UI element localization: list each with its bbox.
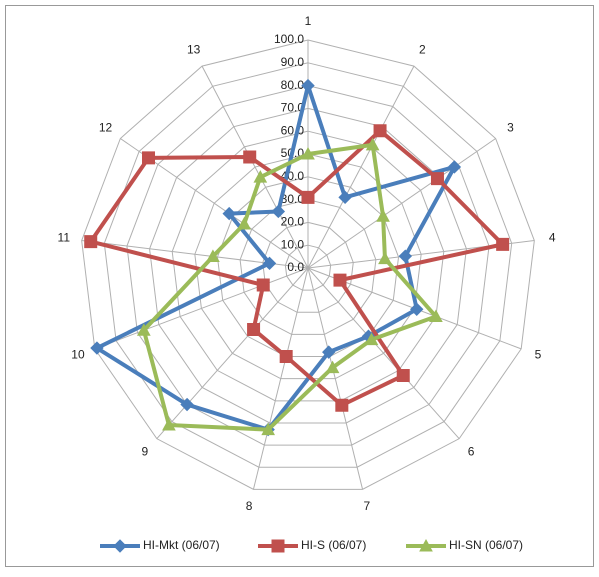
marker xyxy=(496,237,510,251)
spoke xyxy=(156,267,309,439)
marker xyxy=(410,302,424,316)
grid-ring xyxy=(284,244,332,291)
marker xyxy=(137,323,151,336)
marker xyxy=(322,345,336,359)
r-tick-label: 60.0 xyxy=(281,123,305,137)
spoke xyxy=(307,267,364,490)
grid-ring xyxy=(171,130,445,402)
category-label: 9 xyxy=(142,444,149,458)
category-label: 11 xyxy=(58,231,71,245)
marker xyxy=(243,150,257,164)
marker xyxy=(301,146,315,160)
marker xyxy=(364,332,379,346)
marker xyxy=(430,172,444,186)
spoke xyxy=(307,65,415,269)
marker xyxy=(301,190,315,204)
spoke xyxy=(94,267,309,350)
category-label: 6 xyxy=(468,444,475,458)
marker xyxy=(378,251,392,265)
series-line xyxy=(94,83,457,432)
marker xyxy=(262,256,277,271)
r-tick-label: 30.0 xyxy=(281,192,305,206)
marker xyxy=(335,398,349,412)
category-label: 5 xyxy=(535,347,542,361)
series xyxy=(84,124,510,412)
marker xyxy=(333,273,347,287)
spoke xyxy=(307,138,496,269)
spoke xyxy=(307,267,460,439)
grid-ring xyxy=(126,85,490,446)
r-tick-label: 10.0 xyxy=(281,237,305,251)
marker xyxy=(365,137,380,151)
marker xyxy=(271,539,285,553)
category-label: 13 xyxy=(187,42,201,56)
marker xyxy=(419,538,433,552)
marker xyxy=(222,206,236,221)
r-tick-label: 90.0 xyxy=(281,55,305,69)
series-line xyxy=(88,128,505,408)
marker xyxy=(84,235,98,249)
category-label: 1 xyxy=(305,14,312,28)
marker xyxy=(180,397,194,412)
r-tick-label: 70.0 xyxy=(281,101,305,115)
category-label: 4 xyxy=(549,231,556,245)
marker xyxy=(261,422,276,436)
series xyxy=(137,137,443,436)
legend-label: HI-SN (06/07) xyxy=(449,538,523,552)
grid-ring xyxy=(103,62,513,468)
marker xyxy=(256,278,270,292)
category-label: 2 xyxy=(419,42,426,56)
spoke xyxy=(252,267,309,490)
marker xyxy=(396,369,410,383)
grid-ring xyxy=(262,221,354,313)
marker xyxy=(247,322,261,336)
grid-ring xyxy=(216,176,400,358)
marker xyxy=(373,124,387,138)
marker xyxy=(162,417,176,431)
marker xyxy=(142,151,156,165)
category-label: 12 xyxy=(99,120,113,134)
marker xyxy=(113,539,127,553)
category-label: 8 xyxy=(246,499,253,513)
legend-label: HI-S (06/07) xyxy=(301,538,366,552)
marker xyxy=(447,160,462,174)
marker xyxy=(279,350,293,364)
grid-ring xyxy=(81,39,535,490)
marker xyxy=(338,190,352,205)
marker xyxy=(271,204,286,219)
r-tick-label: 0.0 xyxy=(287,260,304,274)
marker xyxy=(253,170,268,183)
legend-label: HI-Mkt (06/07) xyxy=(143,538,220,552)
marker xyxy=(376,209,390,222)
marker xyxy=(237,216,252,230)
marker xyxy=(206,249,220,262)
category-label: 10 xyxy=(71,347,85,361)
marker xyxy=(398,249,413,263)
marker xyxy=(429,309,443,323)
category-label: 3 xyxy=(507,120,514,134)
r-tick-label: 100.0 xyxy=(274,32,304,46)
category-label: 7 xyxy=(364,499,371,513)
spoke xyxy=(201,65,309,269)
r-tick-label: 20.0 xyxy=(281,215,305,229)
marker xyxy=(301,78,315,93)
grid-ring xyxy=(239,199,377,335)
marker xyxy=(90,341,104,355)
chart-border xyxy=(5,5,594,567)
r-tick-label: 80.0 xyxy=(281,78,305,92)
marker xyxy=(325,360,340,374)
